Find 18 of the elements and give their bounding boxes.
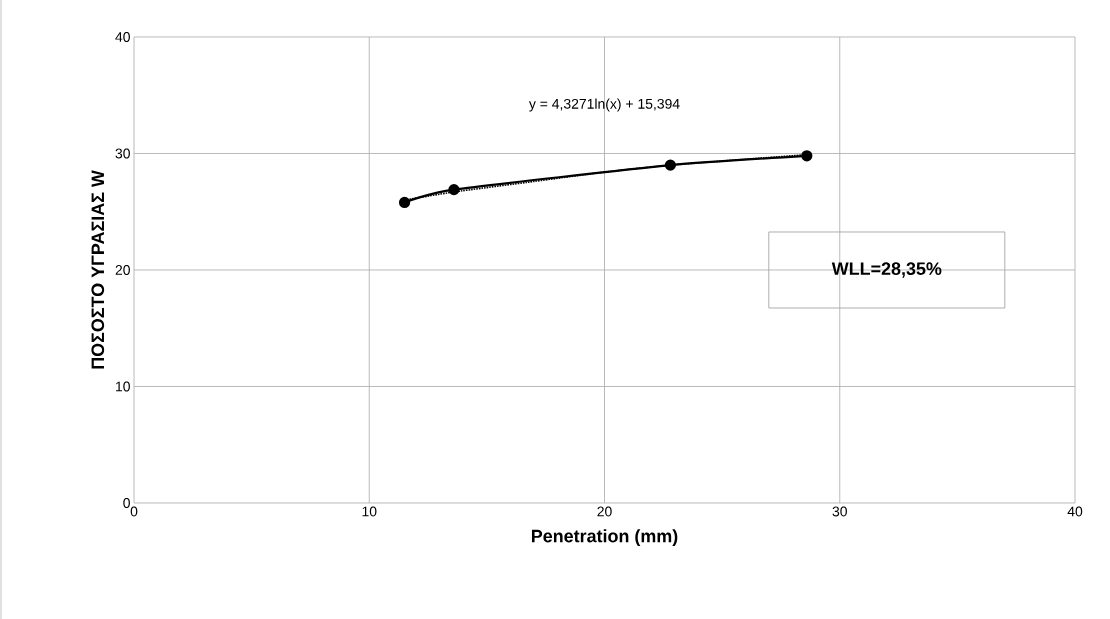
y-tick-label: 10 [116,381,130,392]
annotation: WLL=28,35% [831,262,942,278]
y-tick-label: 40 [115,32,130,42]
point [448,184,460,196]
x-axis-title: Penetration (mm) [531,529,678,546]
point [398,196,411,209]
x-tick-label: 20 [597,506,612,517]
y-tick-label: 0 [123,498,130,508]
x-tick-label: 30 [832,506,847,517]
annotation: y = 4,3271ln(x) + 15,394 [528,98,680,112]
y-tick-label: 20 [115,265,130,275]
x-tick-label: 0 [130,506,138,517]
point [801,150,813,162]
x-tick-label: 40 [1067,506,1083,517]
x-tick-label: 10 [362,506,377,517]
y-tick-label: 30 [115,148,130,159]
y-axis-title: ΠΟΣΟΣΤΟ ΥΓΡΑΣΙΑΣ W [91,170,105,369]
point [664,159,676,171]
